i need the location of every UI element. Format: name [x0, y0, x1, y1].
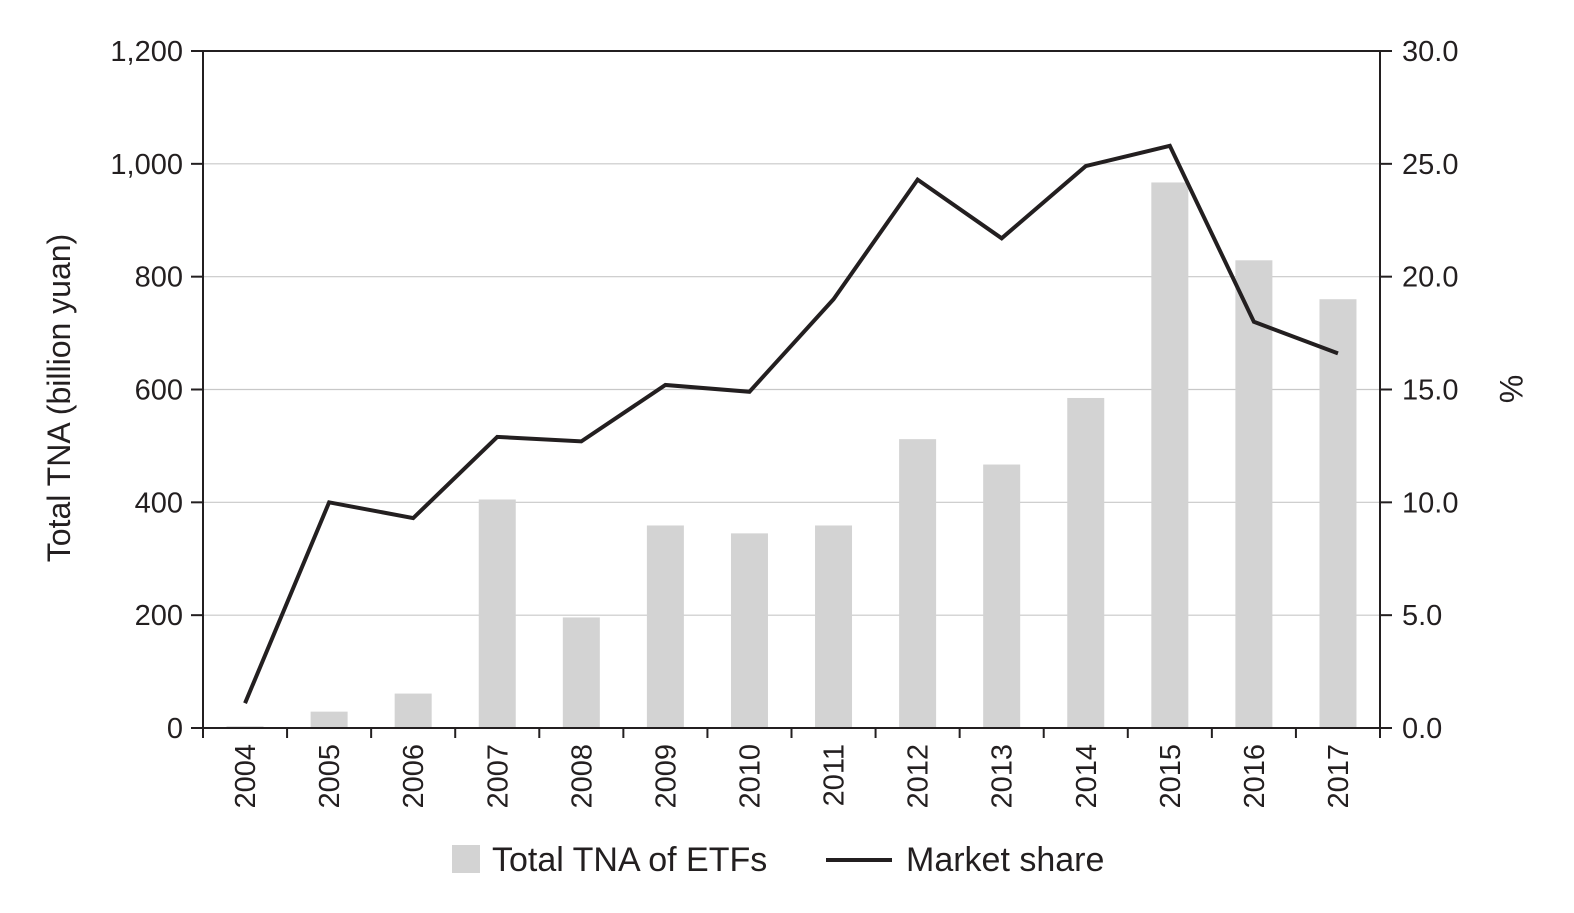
y-right-tick-label: 20.0: [1402, 262, 1458, 294]
x-tick-label: 2008: [566, 744, 598, 809]
x-tick-label: 2006: [398, 744, 430, 809]
market-share-line: [243, 143, 1339, 704]
bar-2008: [562, 617, 600, 728]
x-tick-label: 2012: [903, 744, 935, 809]
x-tick-label: 2010: [734, 744, 766, 809]
x-tick-label: 2011: [819, 744, 851, 806]
bar-2013: [983, 464, 1021, 728]
bar-series: [226, 182, 1357, 729]
line-series: [243, 143, 1339, 704]
y-right-tick-label: 5.0: [1402, 600, 1442, 632]
tick-labels: 0 200 400 600 800 1,000 1,200 0.0 5.0 10.0 15.0 20.…: [110, 36, 1458, 809]
y-left-tick-label: 0: [167, 713, 183, 745]
bar-2016: [1235, 260, 1273, 728]
x-tick-label: 2016: [1239, 744, 1271, 809]
y-right-tick-label: 10.0: [1402, 487, 1458, 519]
x-tick-label: 2015: [1155, 744, 1187, 809]
bar-2012: [899, 439, 937, 728]
y-axis-right-title: %: [1493, 375, 1529, 403]
y-left-tick-label: 800: [135, 262, 183, 294]
x-tick-label: 2017: [1323, 744, 1355, 809]
y-right-tick-label: 15.0: [1402, 375, 1458, 407]
y-axis-left-title: Total TNA (billion yuan): [41, 234, 77, 562]
y-left-tick-label: 1,200: [110, 36, 183, 68]
bar-2011: [815, 525, 853, 728]
legend-swatch-total-tna: [452, 845, 480, 873]
y-left-tick-label: 600: [135, 375, 183, 407]
x-tick-label: 2007: [482, 744, 514, 809]
grid-lines: [203, 163, 1380, 616]
x-tick-label: 2004: [230, 744, 262, 809]
legend-label-total-tna: Total TNA of ETFs: [492, 841, 767, 879]
y-right-tick-label: 25.0: [1402, 149, 1458, 181]
bar-2010: [730, 533, 768, 728]
legend: Total TNA of ETFs Market share: [452, 841, 1104, 879]
bar-2015: [1151, 182, 1189, 729]
bar-2005: [310, 711, 348, 728]
x-tick-label: 2014: [1071, 744, 1103, 809]
y-left-tick-label: 200: [135, 600, 183, 632]
y-right-tick-label: 30.0: [1402, 36, 1458, 68]
x-tick-label: 2013: [987, 744, 1019, 809]
axes: [191, 50, 1392, 738]
y-right-tick-label: 0.0: [1402, 713, 1442, 745]
y-left-tick-label: 400: [135, 487, 183, 519]
x-tick-label: 2005: [314, 744, 346, 809]
bar-2007: [478, 499, 516, 728]
bar-2009: [646, 525, 684, 728]
bar-2006: [394, 693, 432, 728]
y-left-tick-label: 1,000: [110, 149, 183, 181]
legend-label-market-share: Market share: [906, 841, 1104, 879]
bar-2014: [1067, 397, 1105, 728]
bar-2017: [1319, 299, 1357, 728]
x-tick-label: 2009: [650, 744, 682, 809]
